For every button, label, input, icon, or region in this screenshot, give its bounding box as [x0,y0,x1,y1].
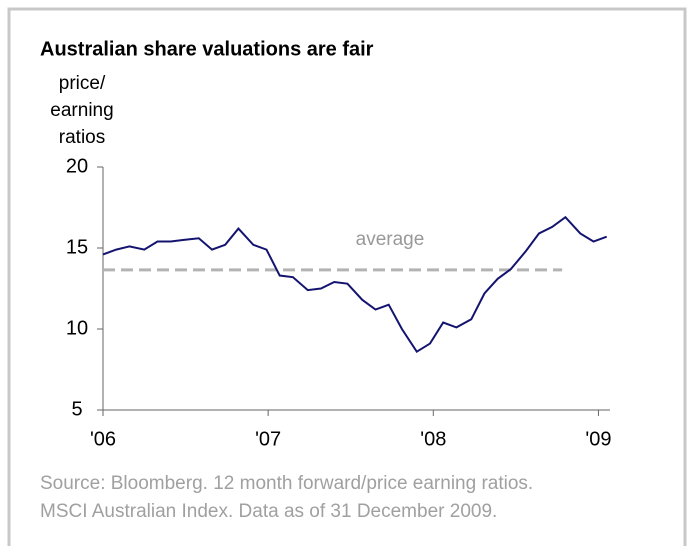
y-axis-label: earning [50,100,113,121]
chart-title: Australian share valuations are fair [40,38,374,60]
data-line [102,215,608,354]
y-tick-label: 15 [66,236,88,258]
y-tick-label: 5 [71,398,82,420]
x-tick-label: '06 [90,428,116,450]
frame [7,7,687,546]
x-tick-label: '09 [585,428,611,450]
source-note: MSCI Australian Index. Data as of 31 Dec… [40,501,497,522]
y-axis-label: ratios [59,127,105,148]
y-axis-label: price/ [59,73,106,94]
x-tick-label: '08 [420,428,446,450]
x-tick-label: '07 [255,428,281,450]
y-tick-label: 20 [66,155,88,177]
y-tick-label: 10 [66,317,88,339]
source-note: Source: Bloomberg. 12 month forward/pric… [40,473,533,494]
average-label: average [356,229,425,250]
